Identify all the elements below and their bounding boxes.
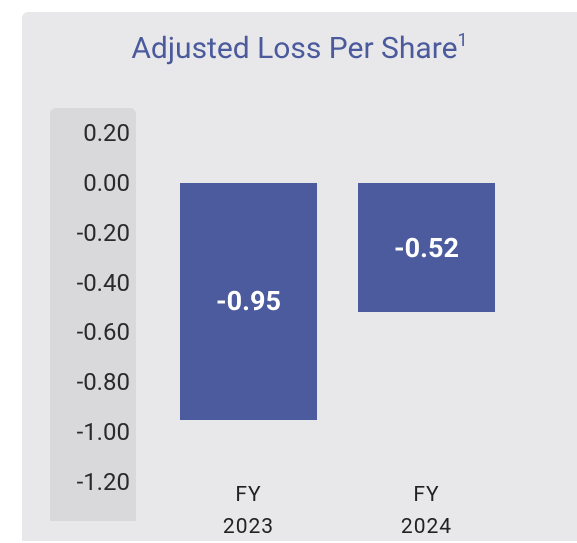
y-tick-label: -0.80 xyxy=(76,368,130,397)
x-tick-label: FY 2024 xyxy=(400,483,453,539)
y-tick-label: -0.40 xyxy=(76,268,130,297)
title-text: Adjusted Loss Per Share xyxy=(131,31,458,66)
y-tick-label: -1.20 xyxy=(76,468,130,496)
chart-title: Adjusted Loss Per Share1 xyxy=(22,30,577,66)
value-label: -0.95 xyxy=(216,285,281,318)
value-label: -0.52 xyxy=(394,231,459,264)
y-tick-label: 0.00 xyxy=(83,168,130,197)
bar xyxy=(358,182,495,313)
y-tick-label: 0.20 xyxy=(83,119,130,147)
bar xyxy=(180,182,317,420)
y-tick-label: -1.00 xyxy=(76,418,130,447)
title-footnote: 1 xyxy=(457,30,468,51)
y-tick-label: -0.20 xyxy=(76,218,130,247)
x-tick-label: FY 2023 xyxy=(222,483,275,539)
axis-band xyxy=(50,108,136,521)
y-tick-label: -0.60 xyxy=(76,318,130,347)
